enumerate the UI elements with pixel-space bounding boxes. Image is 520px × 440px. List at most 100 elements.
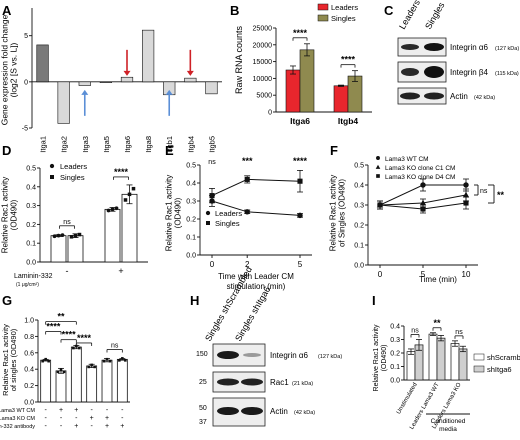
panel-d-y-tick-label: 0.3	[26, 203, 36, 210]
panel-f-x-tick-label: 10	[462, 270, 471, 279]
panel-i-sig-label: **	[433, 318, 441, 328]
blot-h-marker-150: 150	[196, 351, 208, 358]
panel-letter-g: G	[2, 293, 12, 308]
panel-g-condition-mark: -	[44, 423, 47, 430]
panel-g-y-tick-label: 0.0	[24, 400, 34, 407]
panel-g-condition-mark: -	[44, 415, 47, 422]
panel-g-condition-mark: -	[121, 407, 124, 414]
panel-e-sig-label: ***	[242, 156, 253, 166]
blot-c-row-alpha6: Integrin α6	[450, 43, 489, 52]
panel-g-point	[44, 357, 47, 361]
panel-f-sig-label: **	[497, 190, 505, 200]
panel-e-legend-label: Singles	[215, 219, 240, 228]
panel-f-legend-label: Lama3 KO clone C1 CM	[385, 165, 455, 172]
panel-d-ylabel: Relative Rac1 activity(OD490)	[1, 177, 19, 253]
panel-a-bar	[36, 44, 49, 83]
panel-f-legend-marker	[376, 174, 380, 178]
panel-a-bar	[184, 77, 197, 83]
panel-g-point	[87, 365, 90, 369]
blot-c-band	[401, 68, 419, 76]
panel-d-legend-marker	[49, 163, 55, 169]
panel-f-legend-marker	[375, 164, 381, 169]
panel-i-x-tick-label: Unstimulated	[396, 382, 419, 415]
panel-g-ylabel: Relative Rac1 activityof singles (OD490)	[1, 324, 18, 396]
panel-letter-i: I	[372, 293, 376, 308]
blot-h-marker-25: 25	[199, 379, 207, 386]
panel-b-bar	[285, 69, 301, 113]
panel-f-y-tick-label: 0.3	[354, 203, 364, 210]
panel-i-sig-label: ns	[455, 329, 463, 336]
panel-i-chart: Relative Rac1 activity(OD490) 0.0 0.1 0.2 0…	[373, 318, 520, 433]
panel-f-x-tick-label: 0	[378, 270, 383, 279]
blot-c-row-actin-size: (42 kDa)	[474, 95, 495, 101]
panel-d-xlabel: Laminin-332	[14, 273, 53, 280]
panel-f-legend-label: Lama3 WT CM	[385, 156, 429, 163]
panel-d-legend-label: Leaders	[60, 162, 87, 171]
panel-i-y-tick-label: 0.0	[390, 378, 400, 385]
panel-i-y-tick-label: 0.4	[390, 324, 400, 331]
panel-g-condition-mark: +	[90, 415, 94, 422]
panel-e-point	[297, 178, 303, 184]
panel-e-y-tick-label: 0.0	[186, 253, 196, 260]
panel-g-y-tick-label: 0.8	[24, 334, 34, 341]
panel-d-bar	[67, 235, 84, 263]
panel-e-point	[209, 193, 215, 199]
panel-g-bar	[86, 365, 98, 403]
panel-a-ylabel-1: Gene expression fold change(log2 [S vs. …	[0, 14, 19, 125]
panel-i-group-label: media	[439, 426, 457, 433]
blot-h-band	[217, 351, 239, 359]
panel-a-bar	[78, 81, 91, 86]
blot-c-col-leaders: Leaders	[397, 0, 422, 31]
panel-g-condition-mark: -	[60, 423, 63, 430]
panel-e-xlabel: stimulation (min)	[227, 282, 286, 291]
panel-g-sig-label: ****	[46, 321, 61, 331]
panel-letter-c: C	[384, 3, 394, 18]
panel-d-y-tick-label: 0.1	[26, 241, 36, 248]
panel-g-point	[75, 344, 78, 348]
panel-g-point	[118, 359, 121, 362]
panel-i-legend-shitga6-label: shItga6	[487, 365, 512, 374]
panel-f-y-tick-label: 0.4	[354, 183, 364, 190]
panel-g-y-tick-label: 1.0	[24, 318, 34, 325]
panel-c-blot: Leaders Singles Integrin α6 (127 kDa) In…	[397, 0, 519, 105]
panel-i-bar	[458, 348, 468, 381]
panel-g-point	[56, 370, 60, 374]
panel-b-chart: Raw RNA counts 0 5000 10000 15000 20000 25000…	[234, 3, 372, 126]
panel-d-bar	[50, 235, 67, 263]
blot-h-row-alpha6-size: (127 kDa)	[318, 354, 342, 360]
panel-a-x-tick-label: Itga2	[60, 136, 69, 153]
panel-g-condition-mark: -	[106, 407, 109, 414]
panel-g-chart: Relative Rac1 activityof singles (OD490)…	[0, 312, 130, 430]
panel-g-sig-label: ns	[111, 343, 119, 350]
panel-g-condition-mark: +	[59, 407, 63, 414]
panel-e-point	[244, 209, 250, 215]
panel-a-arrow-head	[165, 89, 173, 95]
panel-g-condition-label: Lama3 WT CM	[0, 408, 35, 414]
panel-d-y-tick-label: 0.5	[26, 166, 36, 173]
panel-letter-a: A	[2, 3, 12, 18]
panel-g-point	[105, 357, 109, 361]
panel-e-x-tick-label: 5	[298, 260, 303, 269]
panel-d-point	[106, 208, 111, 213]
panel-d-point	[60, 233, 65, 237]
panel-g-condition-mark: -	[121, 415, 124, 422]
blot-h-marker-37: 37	[199, 419, 207, 426]
panel-e-sig-label: ****	[293, 156, 308, 166]
panel-a-x-tick-label: Itga5	[102, 136, 111, 153]
panel-d-point	[69, 235, 74, 239]
panel-e-x-tick-label: 2	[245, 260, 250, 269]
panel-a-chart: Gene expression fold change(log2 [S vs. …	[0, 8, 222, 153]
panel-a-arrow-head	[81, 89, 89, 95]
panel-i-sig-label: ns	[411, 328, 419, 335]
panel-f-point	[463, 182, 469, 188]
panel-e-sig-label: ns	[208, 159, 216, 166]
panel-g-point	[93, 365, 96, 369]
panel-f-x-tick-label: 5	[421, 270, 426, 279]
panel-f-point	[462, 191, 470, 198]
panel-g-condition-mark: -	[60, 415, 63, 422]
blot-h-row-rac1-size: (21 kDa)	[292, 381, 313, 387]
panel-letter-d: D	[2, 143, 11, 158]
panel-g-y-tick-label: 0.6	[24, 350, 34, 357]
panel-g-y-tick-label: 0.2	[24, 383, 34, 390]
panel-d-x-tick-label: -	[66, 266, 69, 276]
